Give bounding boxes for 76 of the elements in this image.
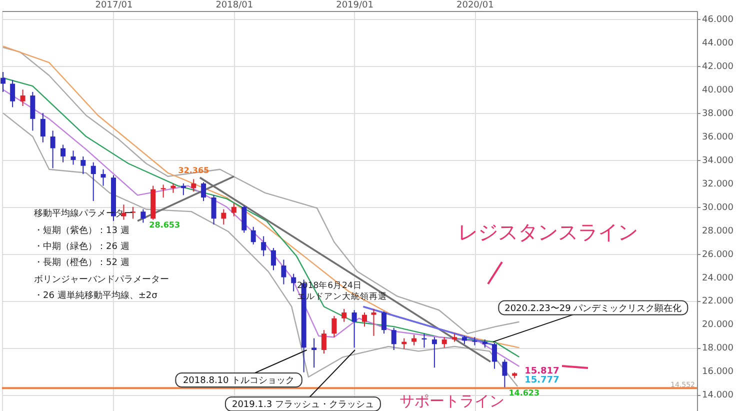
y-tick-label: 32.000 <box>702 179 734 190</box>
candlestick <box>312 338 317 368</box>
y-tick-label: 36.000 <box>702 132 734 143</box>
y-tick-label: 46.000 <box>702 15 734 26</box>
candlestick <box>250 226 256 245</box>
candlestick <box>0 71 6 92</box>
candlestick <box>342 308 347 322</box>
candlestick <box>270 247 276 271</box>
candlestick <box>381 310 386 334</box>
y-tick-label: 38.000 <box>702 109 734 120</box>
candlestick <box>70 150 76 166</box>
annotation: 15.817 <box>524 366 560 376</box>
annotation: レジスタンスライン <box>458 220 638 244</box>
candlestick <box>371 308 376 336</box>
y-tick-label: 26.000 <box>702 250 734 260</box>
candlestick <box>100 168 106 186</box>
candlestick <box>30 91 36 132</box>
x-tick-label: 2017/01 <box>95 0 133 10</box>
candlestick <box>442 336 447 348</box>
candlestick <box>261 236 266 257</box>
annotation: 移動平均線パラメーター <box>34 208 133 219</box>
candlestick <box>50 130 56 169</box>
candlestick <box>40 112 46 143</box>
candlestick <box>60 144 66 163</box>
y-tick-label: 44.000 <box>702 38 734 49</box>
annotation: 2019.1.3 フラッシュ・クラッシュ <box>232 400 374 410</box>
candlestick <box>140 208 146 224</box>
candlestick <box>130 206 136 220</box>
y-tick-label: 22.000 <box>702 296 734 307</box>
candlestick <box>211 194 216 225</box>
y-tick-label: 20.000 <box>702 320 734 330</box>
annotation: 32.365 <box>178 166 210 176</box>
y-tick-label: 40.000 <box>702 86 734 96</box>
y-tick-label: 18.000 <box>702 344 734 354</box>
candlestick <box>10 80 16 108</box>
candlestick <box>231 202 236 217</box>
candlestick <box>432 336 437 368</box>
candlestick <box>502 358 508 388</box>
annotation: 28.653 <box>149 220 180 230</box>
y-tick-label: 14.000 <box>702 390 734 401</box>
annotation: 14.623 <box>508 388 540 398</box>
y-tick-label: 42.000 <box>702 62 734 72</box>
y-tick-label: 28.000 <box>702 226 734 236</box>
candlestick <box>321 330 326 354</box>
annotation: 2020.2.23〜29 パンデミックリスク顕在化 <box>504 302 682 314</box>
candlestick <box>20 89 26 107</box>
annotation: ・26 週単純移動平均線、±2σ <box>34 290 158 301</box>
y-tick-label: 30.000 <box>702 202 734 213</box>
candlestick <box>391 327 396 351</box>
candlestick <box>242 205 247 234</box>
candlestick <box>90 162 96 202</box>
y-tick-label: 34.000 <box>702 156 734 166</box>
annotation: 15.777 <box>524 376 560 386</box>
candlestick <box>411 334 416 346</box>
candlestick <box>201 182 206 202</box>
candlestick <box>492 342 497 370</box>
candlestick <box>362 312 368 328</box>
candlestick <box>291 273 296 292</box>
candlestick <box>221 208 226 225</box>
annotation: サポートライン <box>400 392 504 410</box>
candlestick <box>352 310 357 348</box>
candlestick <box>332 315 337 338</box>
annotation: ・中期（緑色）：26 週 <box>34 241 130 252</box>
candlestick <box>80 156 86 175</box>
x-tick-label: 2018/01 <box>216 0 254 10</box>
y-tick-label: 16.000 <box>702 367 734 378</box>
y-tick-label: 24.000 <box>702 273 734 284</box>
annotation: ボリンジャーバンドパラメーター <box>34 274 169 285</box>
x-tick-label: 2019/01 <box>336 0 374 10</box>
candlestick <box>281 259 286 285</box>
candlestick <box>191 178 196 192</box>
annotation: 2018.8.10 トルコショック <box>182 376 295 386</box>
candlestick <box>160 184 166 198</box>
annotation: ・短期（紫色）：13 週 <box>34 225 130 236</box>
annotation: ・長期（橙色）：52 週 <box>34 257 130 268</box>
x-tick-label: 2020/01 <box>456 0 494 10</box>
